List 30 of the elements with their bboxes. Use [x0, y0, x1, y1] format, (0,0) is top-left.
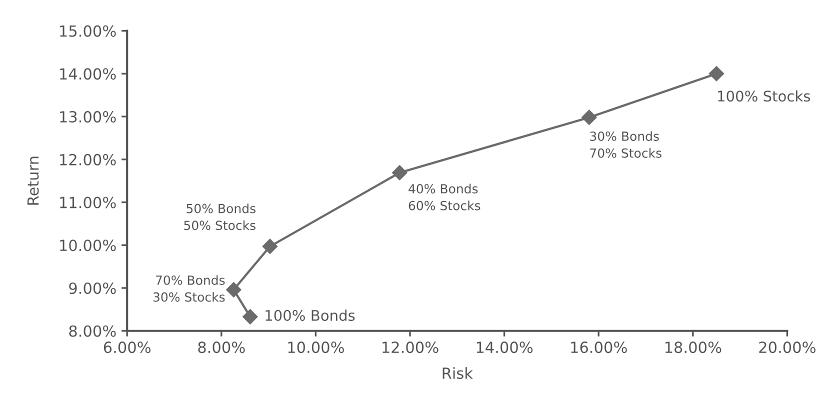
x-tick-label: 10.00% [288, 342, 344, 354]
y-tick-label: 11.00% [60, 196, 116, 208]
y-tick-label: 15.00% [60, 25, 116, 37]
point [708, 66, 724, 82]
point [242, 309, 258, 324]
y-tick-label: 9.00% [69, 282, 116, 294]
x-tick-label: 14.00% [476, 342, 533, 354]
annotation: 40% Bonds 60% Stocks [408, 184, 480, 210]
y-tick-label: 13.00% [60, 111, 116, 123]
annotation: 70% Bonds 30% Stocks [153, 275, 225, 302]
x-tick-label: 8.00% [198, 342, 245, 354]
x-tick-label: 12.00% [382, 342, 438, 354]
annotation: 100% Stocks [718, 90, 810, 102]
x-tick-label: 18.00% [665, 342, 722, 354]
x-axis-title: Risk [442, 367, 473, 379]
point [262, 238, 278, 254]
annotation: 50% Bonds 50% Stocks [184, 204, 256, 230]
x-tick-label: 16.00% [571, 342, 627, 354]
x-tick-label: 20.00% [759, 342, 816, 354]
y-tick-label: 12.00% [60, 154, 116, 166]
point [226, 282, 242, 298]
y-tick-label: 8.00% [69, 325, 116, 337]
annotation: 30% Bonds 70% Stocks [590, 131, 662, 158]
point [582, 110, 597, 125]
y-tick-label: 10.00% [60, 240, 116, 252]
y-axis-title: Return [27, 156, 39, 205]
point [392, 165, 408, 180]
x-tick-label: 6.00% [104, 342, 151, 354]
y-tick-label: 14.00% [60, 68, 116, 80]
annotation: 100% Bonds [266, 310, 355, 321]
